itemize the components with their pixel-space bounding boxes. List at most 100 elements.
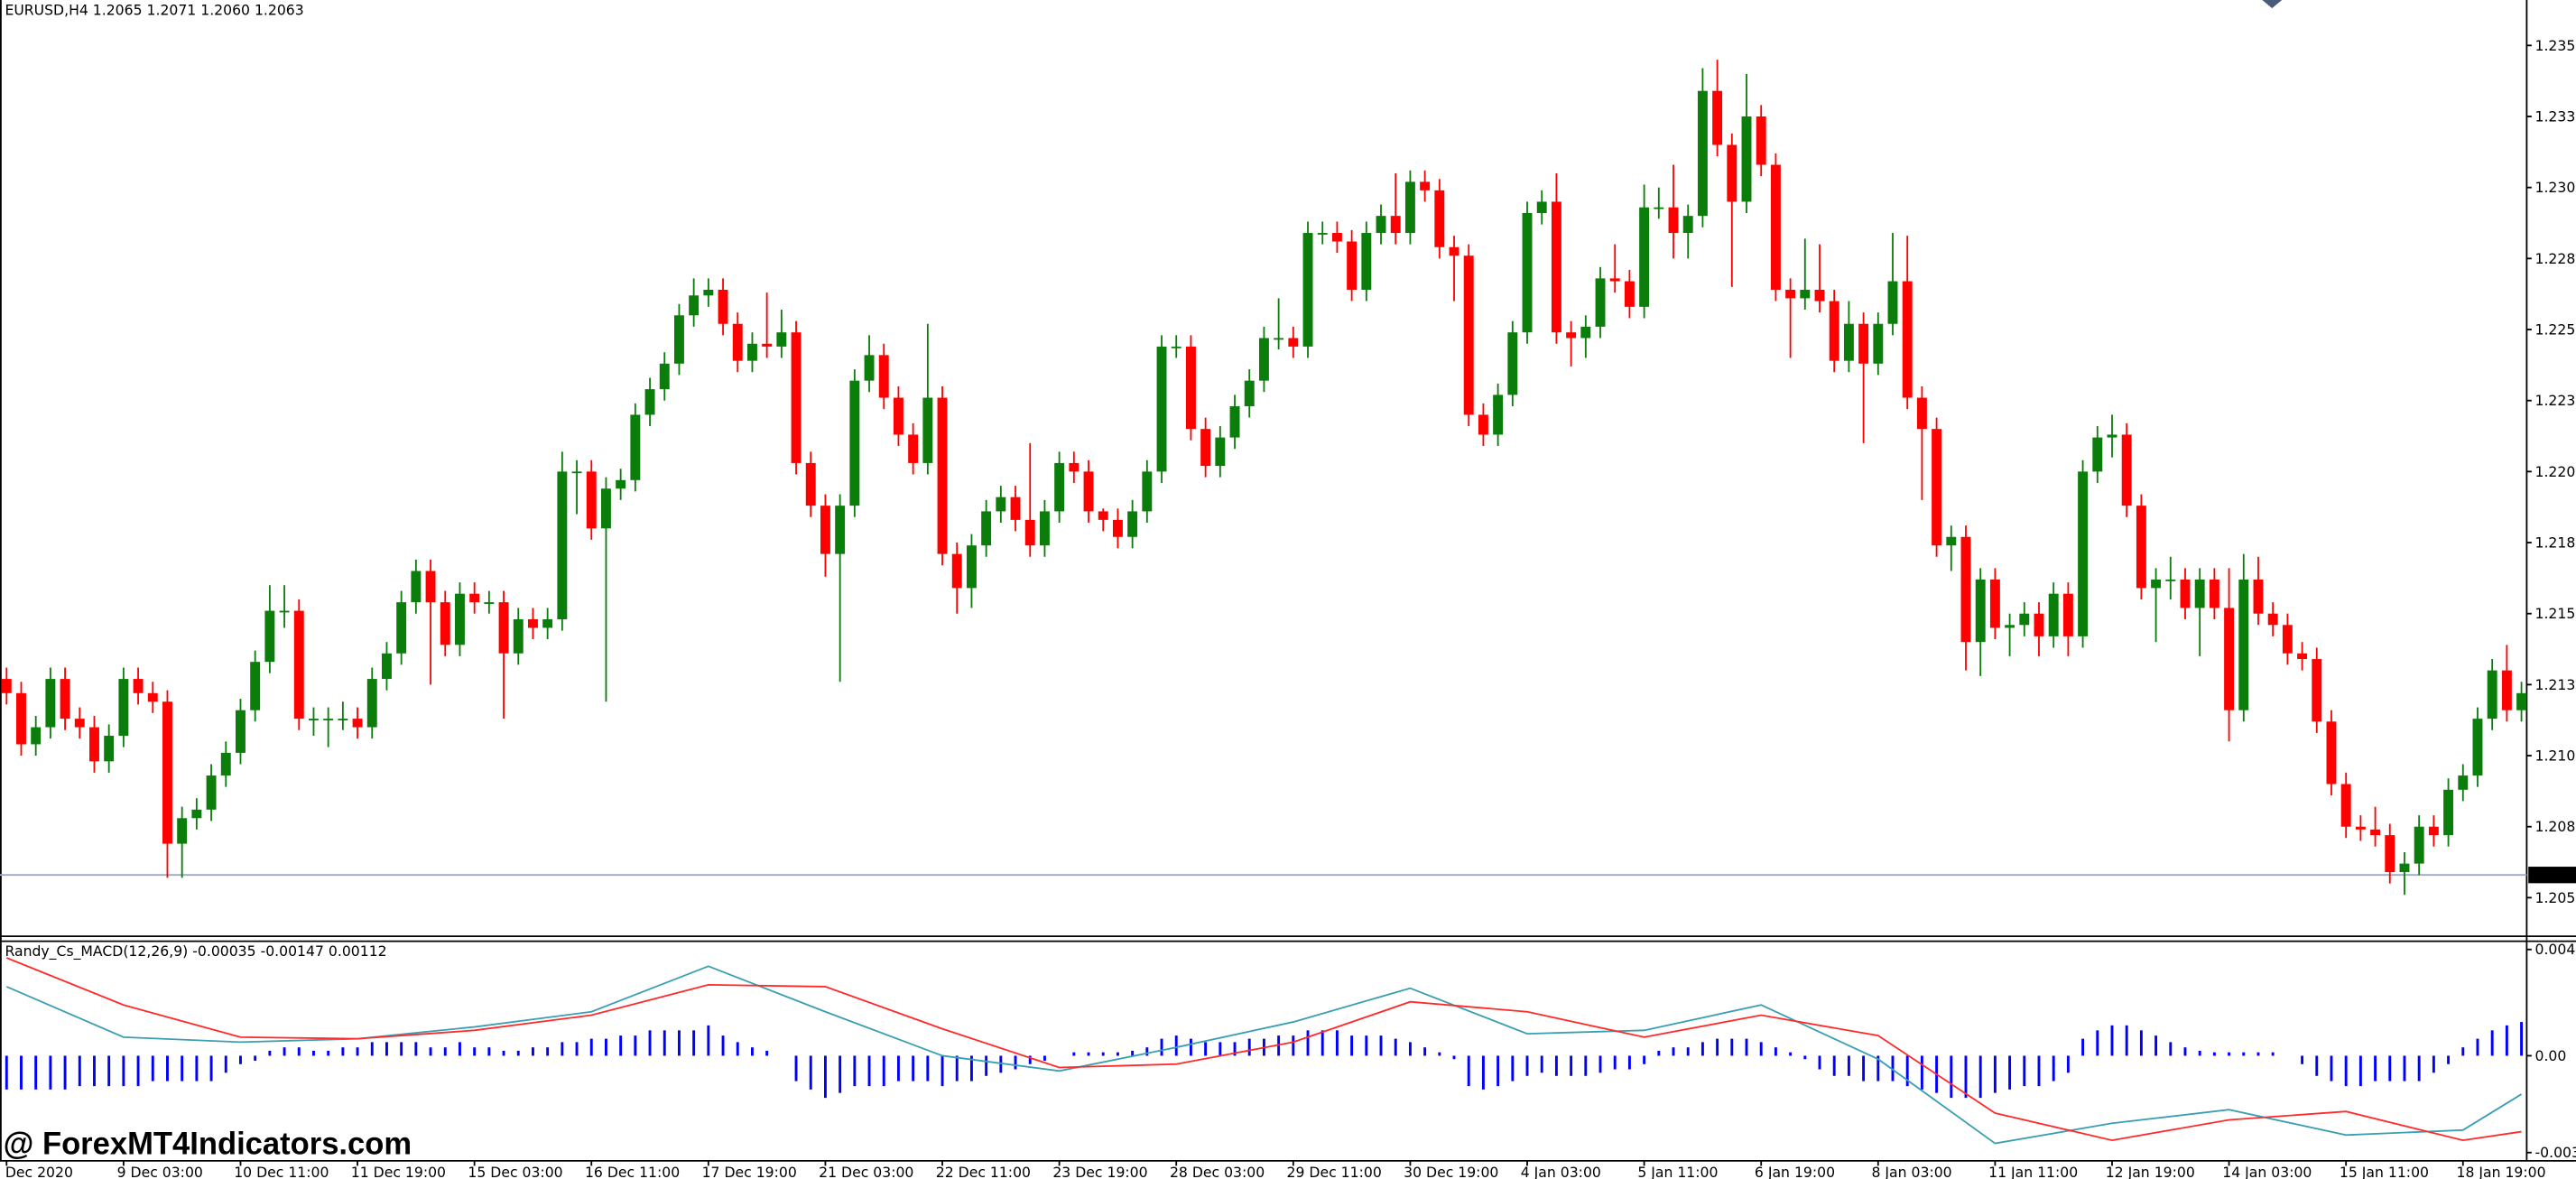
x-tick-label: 30 Dec 19:00 [1404, 1164, 1498, 1179]
candle-body [2253, 579, 2264, 614]
candle-body [1200, 429, 1211, 467]
candle-body [1536, 201, 1547, 214]
y-tick-label: 1.2080 [2534, 818, 2576, 835]
x-tick-label: 10 Dec 11:00 [234, 1164, 329, 1179]
candle-body [1873, 323, 1884, 364]
candle-body [279, 610, 290, 613]
y-tick-label: 1.2305 [2534, 179, 2576, 196]
candle-body [60, 679, 70, 719]
y-tick-label: 0.00406 [2534, 941, 2576, 958]
candle-body [2194, 579, 2205, 608]
watermark: @ ForexMT4Indicators.com [4, 1127, 412, 1161]
candle-body [718, 289, 728, 324]
candle-body [1215, 437, 1226, 467]
x-tick-label: 14 Jan 03:00 [2222, 1164, 2312, 1179]
candle-body [1347, 241, 1357, 290]
candle-body [1274, 338, 1284, 340]
candle-body [1975, 579, 1986, 643]
candle-body [2180, 579, 2191, 608]
candle-body [74, 719, 85, 728]
candle-body [1331, 233, 1342, 242]
candle-body [162, 701, 172, 844]
candle-body [250, 662, 261, 710]
candle-body [732, 323, 743, 361]
x-tick-label: 28 Dec 03:00 [1170, 1164, 1265, 1179]
candle-body [2282, 625, 2293, 654]
x-tick-label: 15 Dec 03:00 [468, 1164, 562, 1179]
candle-body [1858, 323, 1869, 364]
candle-body [600, 488, 611, 529]
bid-label: 1.2063 [2532, 867, 2576, 884]
y-tick-label: 1.2180 [2534, 534, 2576, 551]
candle-body [396, 602, 407, 654]
candle-body [1, 679, 12, 693]
candle-body [1887, 281, 1898, 324]
candle-body [616, 479, 626, 489]
candle-body [1654, 207, 1664, 209]
candle-body [236, 710, 246, 753]
candle-body [1493, 395, 1504, 435]
candle-body [1112, 519, 1123, 537]
candle-body [1463, 255, 1474, 415]
bid-label-box [2528, 867, 2576, 884]
x-tick-label: 9 Dec 03:00 [117, 1164, 203, 1179]
candle-body [2151, 579, 2162, 589]
candle-body [951, 553, 962, 589]
candle-body [2487, 670, 2497, 719]
candle-body [746, 343, 757, 361]
candle-body [1302, 233, 1313, 347]
candle-body [309, 719, 319, 720]
candle-body [2501, 670, 2512, 710]
candle-body [1932, 429, 1942, 546]
candle-body [1609, 278, 1620, 282]
candle-body [1288, 338, 1299, 347]
candle-body [2399, 863, 2410, 873]
candle-body [2326, 721, 2337, 784]
indicator-line [5, 957, 2522, 1142]
y-tick-label: 0.00 [2534, 1047, 2566, 1064]
candle-body [820, 506, 830, 554]
x-tick-label: 29 Dec 11:00 [1287, 1164, 1382, 1179]
candle-body [1390, 216, 1401, 234]
candle-body [2267, 613, 2278, 626]
candle-body [440, 602, 450, 645]
candle-body [1069, 462, 1080, 472]
candle-body [571, 471, 582, 474]
candle-body [1712, 90, 1723, 145]
x-tick-label: 18 Jan 19:00 [2456, 1164, 2545, 1179]
candle-body [1800, 289, 1811, 299]
candle-body [89, 727, 99, 762]
x-tick-label: 4 Jan 03:00 [1521, 1164, 1601, 1179]
x-tick-label: 17 Dec 19:00 [702, 1164, 797, 1179]
candle-body [2385, 835, 2395, 873]
candle-body [382, 653, 392, 680]
candle-body [1317, 233, 1328, 235]
candle-body [1624, 281, 1635, 307]
candle-body [133, 679, 144, 693]
candle-body [1127, 511, 1138, 537]
candle-body [1960, 536, 1971, 643]
candle-body [1185, 346, 1196, 430]
candle-body [1083, 471, 1094, 512]
candle-body [922, 397, 933, 463]
candle-body [1478, 414, 1488, 435]
y-tick-label: -0.0037 [2534, 1144, 2576, 1161]
x-tick-label: 6 Jan 19:00 [1755, 1164, 1835, 1179]
candle-body [411, 571, 422, 603]
candle-body [1522, 213, 1533, 333]
candle-body [893, 397, 903, 435]
candle-body [908, 434, 919, 463]
candle-body [527, 618, 538, 628]
x-tick-label: 16 Dec 11:00 [585, 1164, 680, 1179]
candle-body [1902, 281, 1913, 398]
candle-body [1010, 497, 1021, 520]
candle-body [2092, 437, 2103, 472]
candle-body [1580, 326, 1591, 339]
candle-body [1434, 190, 1445, 247]
candle-body [966, 545, 977, 589]
candle-body [498, 602, 509, 654]
candle-body [996, 497, 1006, 512]
x-tick-label: 11 Dec 19:00 [351, 1164, 446, 1179]
candle-body [2443, 789, 2454, 836]
